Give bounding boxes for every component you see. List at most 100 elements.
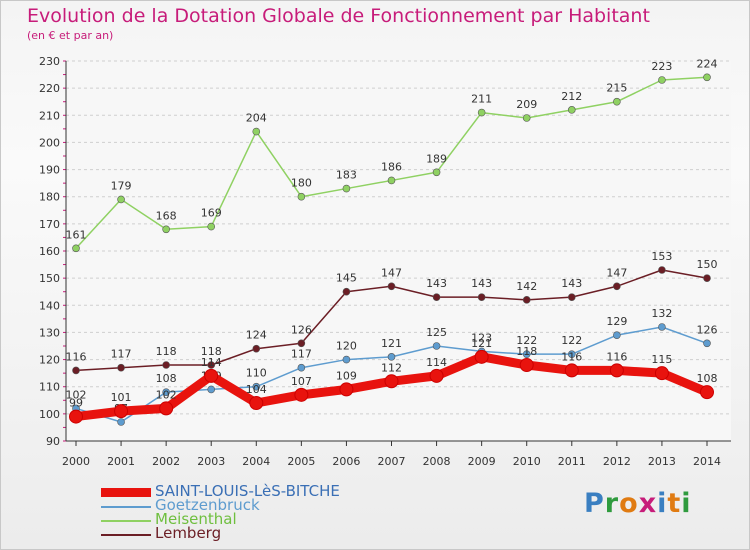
data-label: 126 (697, 323, 718, 336)
data-point (207, 385, 216, 394)
data-point (658, 76, 666, 84)
data-label: 211 (471, 93, 492, 106)
data-point (249, 396, 264, 410)
data-point (564, 363, 579, 378)
y-tick-label: 130 (39, 326, 60, 339)
data-point (477, 293, 486, 301)
y-tick-label: 180 (39, 191, 60, 204)
legend-swatch (101, 534, 151, 536)
data-label: 204 (246, 112, 267, 125)
data-point (342, 287, 351, 296)
logo-letter: x (638, 488, 658, 519)
data-label: 101 (111, 391, 132, 404)
x-tick-label: 2004 (242, 455, 270, 468)
data-point (114, 404, 129, 419)
x-tick-label: 2007 (378, 455, 406, 468)
data-label: 109 (336, 369, 357, 382)
data-label: 212 (561, 90, 582, 103)
series-meisenthal: 161 179 168 169 204 180 183 186 189 211 209 212 215 2… (66, 57, 718, 253)
x-tick-label: 2002 (152, 455, 180, 468)
data-label: 117 (111, 348, 132, 361)
data-label: 118 (201, 345, 222, 358)
data-label: 143 (561, 277, 582, 290)
data-label: 209 (516, 98, 537, 111)
legend-label: SAINT-LOUIS-LèS-BITCHE (155, 482, 340, 500)
data-point (294, 387, 309, 402)
data-point (252, 382, 261, 391)
logo-letter: t (667, 488, 682, 519)
data-point (613, 331, 621, 339)
data-label: 108 (697, 372, 718, 385)
data-point (522, 296, 531, 304)
data-point (297, 363, 306, 372)
data-point (117, 195, 125, 204)
data-point (658, 266, 666, 274)
data-label: 116 (66, 350, 87, 363)
data-point (252, 344, 261, 353)
data-label: 169 (201, 207, 222, 220)
legend-swatch (101, 506, 151, 508)
x-tick-label: 2011 (558, 455, 586, 468)
data-label: 183 (336, 169, 357, 182)
data-point (477, 108, 486, 117)
series-lemberg: 116 117 118 118 124 126 145 147 143 143 142 143 147 1… (66, 250, 718, 375)
y-tick-label: 110 (39, 381, 60, 394)
logo-letter: P (584, 488, 605, 519)
data-label: 115 (651, 353, 672, 366)
x-tick-label: 2010 (513, 455, 541, 468)
data-label: 224 (697, 57, 718, 70)
legend-label: Meisenthal (155, 510, 237, 528)
data-point (567, 350, 576, 358)
data-point (117, 418, 125, 426)
y-tick-label: 210 (39, 109, 60, 122)
data-point (342, 184, 351, 193)
data-point (72, 244, 80, 253)
data-point (117, 363, 125, 372)
data-point (387, 282, 396, 291)
legend-label: Lemberg (155, 524, 222, 542)
data-point (613, 97, 621, 106)
proxiti-logo: Proxiti (584, 488, 692, 519)
data-point (69, 409, 83, 424)
data-point (703, 339, 711, 348)
x-tick-label: 2012 (603, 455, 631, 468)
data-point (658, 323, 666, 331)
data-label: 116 (561, 350, 582, 363)
x-tick-label: 2009 (468, 455, 496, 468)
y-tick-label: 120 (39, 354, 60, 367)
x-tick-label: 2005 (287, 455, 315, 468)
data-point (207, 361, 216, 369)
data-point (522, 350, 531, 358)
data-point (429, 368, 444, 383)
data-point (297, 339, 306, 348)
y-tick-label: 160 (39, 245, 60, 258)
x-tick-label: 2008 (423, 455, 451, 468)
data-point (432, 293, 441, 301)
data-label: 189 (426, 152, 447, 165)
y-tick-label: 150 (39, 272, 60, 285)
data-point (474, 349, 489, 364)
y-tick-label: 100 (39, 408, 60, 421)
data-label: 215 (606, 82, 627, 95)
data-label: 114 (426, 356, 447, 369)
data-point (703, 274, 711, 282)
data-point (519, 358, 534, 372)
data-point (432, 342, 441, 350)
data-point (72, 366, 80, 375)
data-label: 143 (471, 277, 492, 290)
data-label: 121 (471, 337, 492, 350)
data-label: 143 (426, 277, 447, 290)
data-point (432, 168, 441, 177)
x-tick-label: 2000 (62, 455, 90, 468)
data-label: 112 (381, 361, 402, 374)
data-label: 107 (291, 375, 312, 388)
data-point (613, 282, 621, 291)
data-point (387, 176, 396, 185)
logo-letter: i (657, 488, 668, 519)
data-label: 123 (471, 331, 492, 344)
data-point (297, 192, 306, 201)
data-point (162, 388, 170, 396)
data-point (339, 382, 354, 397)
data-label: 124 (246, 329, 267, 342)
